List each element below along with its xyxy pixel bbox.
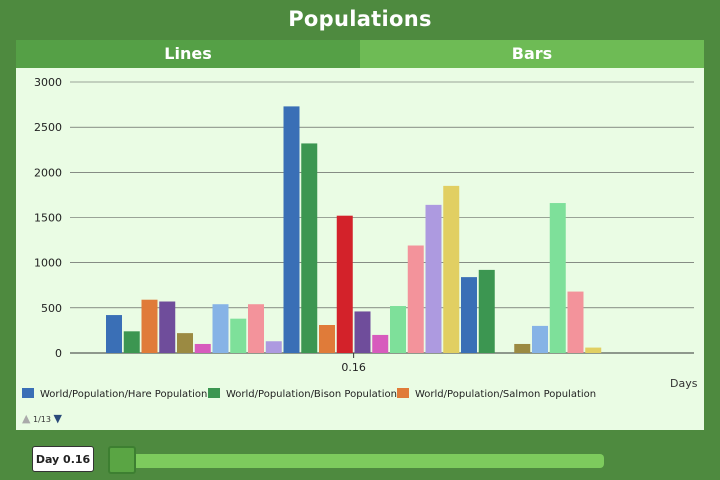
y-tick-label: 2500 [34, 121, 62, 134]
bar [390, 306, 406, 353]
bar [425, 204, 442, 353]
bar [248, 304, 264, 353]
time-slider-track[interactable] [108, 454, 604, 468]
bar [319, 324, 335, 353]
legend-label: World/Population/Bison Population [226, 389, 397, 400]
day-readout: Day 0.16 [32, 446, 94, 472]
bar [177, 333, 193, 353]
legend-label: World/Population/Salmon Population [415, 389, 597, 400]
y-tick-label: 1500 [34, 212, 62, 225]
day-label: Day [35, 453, 60, 466]
legend-pager: ▲ 1/13 ▼ [22, 412, 62, 425]
bar [549, 203, 566, 353]
legend-item-bison[interactable]: World/Population/Bison Population [208, 388, 397, 400]
bar [461, 277, 477, 353]
chart-legend: World/Population/Hare Population World/P… [22, 388, 702, 406]
bar [123, 331, 140, 353]
bar [407, 245, 424, 353]
pager-up-icon[interactable]: ▲ [22, 412, 31, 425]
bar [567, 291, 584, 353]
bar [532, 325, 548, 353]
x-axis-label: Days [670, 377, 698, 390]
bar [585, 347, 602, 353]
chart-panel: 0 500 1000 1500 2000 2500 3000 0.16 Days World/… [16, 68, 704, 430]
population-bar-chart: 0 500 1000 1500 2000 2500 3000 0.16 [34, 76, 694, 374]
y-tick-label: 3000 [34, 76, 62, 89]
bar [354, 311, 371, 353]
legend-swatch [397, 388, 409, 398]
bar [443, 185, 460, 353]
y-tick-label: 0 [55, 347, 62, 360]
day-value: 0.16 [63, 453, 91, 466]
y-tick-label: 1000 [34, 257, 62, 270]
legend-item-hare[interactable]: World/Population/Hare Population [22, 388, 207, 400]
x-tick-label: 0.16 [341, 361, 366, 374]
time-controls: Day 0.16 [16, 430, 704, 480]
legend-label: World/Population/Hare Population [40, 389, 208, 400]
bar [372, 334, 389, 353]
bar [106, 315, 122, 353]
bar [265, 341, 282, 353]
bar [230, 318, 247, 353]
bar [301, 143, 318, 353]
time-slider-thumb[interactable] [108, 446, 136, 474]
legend-item-salmon[interactable]: World/Population/Salmon Population [397, 388, 596, 400]
bar [478, 269, 495, 353]
bar [212, 304, 229, 353]
bar [336, 215, 353, 353]
bar [283, 106, 300, 353]
y-tick-label: 2000 [34, 166, 62, 179]
legend-swatch [208, 388, 220, 398]
pager-down-icon[interactable]: ▼ [53, 412, 62, 425]
legend-swatch [22, 388, 34, 398]
bar [514, 343, 531, 353]
tab-bars[interactable]: Bars [360, 40, 704, 68]
bar [159, 301, 176, 353]
y-tick-label: 500 [41, 302, 62, 315]
pager-text: 1/13 [33, 415, 51, 424]
tab-lines[interactable]: Lines [16, 40, 360, 68]
page-title: Populations [0, 0, 720, 40]
view-tabs: Lines Bars [16, 40, 704, 68]
bar [141, 299, 158, 353]
bar [194, 343, 211, 353]
